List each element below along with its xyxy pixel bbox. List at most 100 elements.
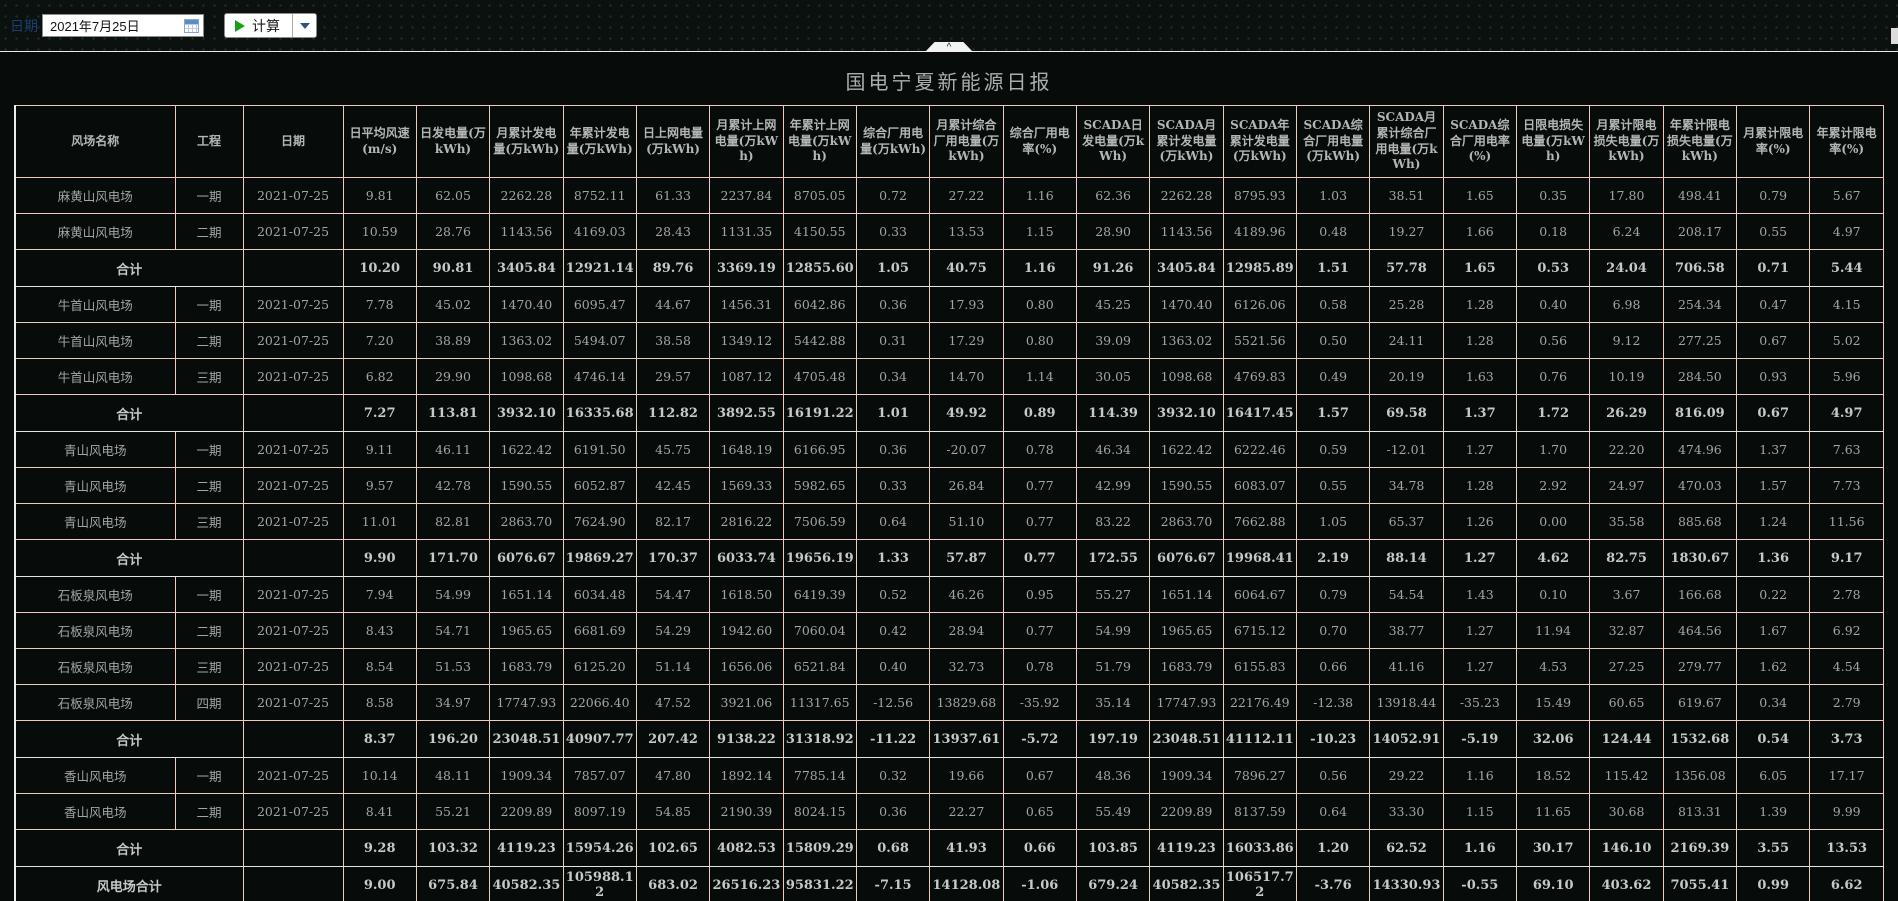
value-cell: 1.14 bbox=[1002, 358, 1077, 395]
value-cell: 6681.69 bbox=[562, 612, 637, 649]
value-cell: 1.24 bbox=[1736, 503, 1811, 540]
value-cell: 13.53 bbox=[929, 213, 1004, 250]
value-cell: 1.36 bbox=[1736, 539, 1811, 577]
value-cell: 0.55 bbox=[1295, 467, 1371, 504]
column-header-22: 年累计限电损失电量(万kWh) bbox=[1662, 105, 1738, 178]
value-cell: 42.45 bbox=[635, 467, 711, 504]
project-cell: 四期 bbox=[174, 684, 244, 721]
column-header-20: 日限电损失电量(万kWh) bbox=[1515, 105, 1591, 178]
value-cell: 7.78 bbox=[342, 286, 417, 323]
report-panel: ^ 国电宁夏新能源日报 风场名称 工程 日期 日平均风速(m/s) 日发电量(万kWh)… bbox=[0, 42, 1898, 901]
value-cell: 14128.08 bbox=[929, 866, 1004, 901]
value-cell: 1.28 bbox=[1442, 322, 1518, 359]
date-cell: 2021-07-25 bbox=[242, 322, 344, 359]
value-cell: 1143.56 bbox=[489, 213, 564, 250]
value-cell: 114.39 bbox=[1075, 394, 1151, 432]
value-cell: 3405.84 bbox=[1149, 249, 1224, 287]
value-cell: 4119.23 bbox=[489, 829, 564, 867]
calculate-dropdown-button[interactable] bbox=[292, 14, 316, 37]
value-cell: 1892.14 bbox=[709, 757, 784, 794]
calculate-button[interactable]: 计算 bbox=[225, 14, 292, 37]
project-cell: 一期 bbox=[174, 757, 244, 794]
column-header-9: 月累计上网电量(万kWh) bbox=[709, 105, 784, 178]
column-header-8: 日上网电量(万kWh) bbox=[635, 105, 711, 178]
value-cell: 0.53 bbox=[1515, 249, 1591, 287]
subtotal-row: 合计 7.27 113.81 3932.10 16335.68 112.82 3892.55… bbox=[14, 394, 1884, 432]
value-cell: 54.71 bbox=[415, 612, 491, 649]
date-label: 日期 bbox=[10, 17, 38, 34]
value-cell: 813.31 bbox=[1662, 793, 1738, 830]
value-cell: 4119.23 bbox=[1149, 829, 1224, 867]
value-cell: 14.70 bbox=[929, 358, 1004, 395]
value-cell: 30.68 bbox=[1589, 793, 1664, 830]
value-cell: 885.68 bbox=[1662, 503, 1738, 540]
value-cell: 2262.28 bbox=[1149, 177, 1224, 214]
value-cell: 38.89 bbox=[415, 322, 491, 359]
value-cell: 34.97 bbox=[415, 684, 491, 721]
value-cell: 17747.93 bbox=[489, 684, 564, 721]
value-cell: -35.23 bbox=[1442, 684, 1518, 721]
date-cell bbox=[242, 829, 344, 867]
value-cell: 403.62 bbox=[1589, 866, 1664, 901]
project-cell: 一期 bbox=[174, 431, 244, 468]
value-cell: 88.14 bbox=[1369, 539, 1444, 577]
value-cell: -35.92 bbox=[1002, 684, 1077, 721]
value-cell: 57.78 bbox=[1369, 249, 1444, 287]
value-cell: 0.36 bbox=[855, 286, 931, 323]
value-cell: 1.33 bbox=[855, 539, 931, 577]
value-cell: 0.78 bbox=[1002, 648, 1077, 685]
value-cell: 11.01 bbox=[342, 503, 417, 540]
value-cell: 0.52 bbox=[855, 576, 931, 613]
value-cell: 6126.06 bbox=[1222, 286, 1297, 323]
column-header-18: SCADA月累计综合厂用电量(万kWh) bbox=[1369, 105, 1444, 178]
calendar-icon[interactable] bbox=[184, 18, 199, 33]
value-cell: 1.16 bbox=[1442, 829, 1518, 867]
date-cell: 2021-07-25 bbox=[242, 612, 344, 649]
value-cell: 1.39 bbox=[1736, 793, 1811, 830]
value-cell: 10.59 bbox=[342, 213, 417, 250]
value-cell: 0.59 bbox=[1295, 431, 1371, 468]
value-cell: 6521.84 bbox=[782, 648, 857, 685]
value-cell: 46.26 bbox=[929, 576, 1004, 613]
calculate-button-label: 计算 bbox=[252, 18, 280, 35]
value-cell: 0.70 bbox=[1295, 612, 1371, 649]
value-cell: 17.80 bbox=[1589, 177, 1664, 214]
value-cell: 1656.06 bbox=[709, 648, 784, 685]
value-cell: 16191.22 bbox=[782, 394, 857, 432]
value-cell: 89.76 bbox=[635, 249, 711, 287]
value-cell: 197.19 bbox=[1075, 720, 1151, 758]
value-cell: 170.37 bbox=[635, 539, 711, 577]
value-cell: 1.27 bbox=[1442, 539, 1518, 577]
column-header-16: SCADA年累计发电量(万kWh) bbox=[1222, 105, 1297, 178]
value-cell: 113.81 bbox=[415, 394, 491, 432]
value-cell: 683.02 bbox=[635, 866, 711, 901]
value-cell: 1470.40 bbox=[489, 286, 564, 323]
value-cell: 27.25 bbox=[1589, 648, 1664, 685]
value-cell: 1683.79 bbox=[1149, 648, 1224, 685]
column-header-24: 年累计限电率(%) bbox=[1809, 105, 1884, 178]
value-cell: 1.62 bbox=[1736, 648, 1811, 685]
value-cell: 1363.02 bbox=[489, 322, 564, 359]
value-cell: 51.53 bbox=[415, 648, 491, 685]
value-cell: 0.47 bbox=[1736, 286, 1811, 323]
value-cell: 60.65 bbox=[1589, 684, 1664, 721]
value-cell: 6.82 bbox=[342, 358, 417, 395]
column-header-6: 月累计发电量(万kWh) bbox=[489, 105, 564, 178]
right-edge-handle[interactable] bbox=[1891, 28, 1898, 44]
value-cell: 1.05 bbox=[855, 249, 931, 287]
value-cell: 82.17 bbox=[635, 503, 711, 540]
date-cell bbox=[242, 394, 344, 432]
collapse-tab[interactable]: ^ bbox=[925, 42, 973, 52]
value-cell: 1.51 bbox=[1295, 249, 1371, 287]
value-cell: -5.72 bbox=[1002, 720, 1077, 758]
subtotal-row: 合计 8.37 196.20 23048.51 40907.77 207.42 9138.2… bbox=[14, 720, 1884, 758]
value-cell: 5442.88 bbox=[782, 322, 857, 359]
value-cell: 4.62 bbox=[1515, 539, 1591, 577]
farm-name-cell: 麻黄山风电场 bbox=[14, 177, 176, 214]
value-cell: 1087.12 bbox=[709, 358, 784, 395]
value-cell: 45.75 bbox=[635, 431, 711, 468]
value-cell: 10.20 bbox=[342, 249, 417, 287]
value-cell: 1830.67 bbox=[1662, 539, 1738, 577]
date-picker-input[interactable]: 2021年7月25日 bbox=[42, 14, 204, 37]
value-cell: 0.79 bbox=[1736, 177, 1811, 214]
